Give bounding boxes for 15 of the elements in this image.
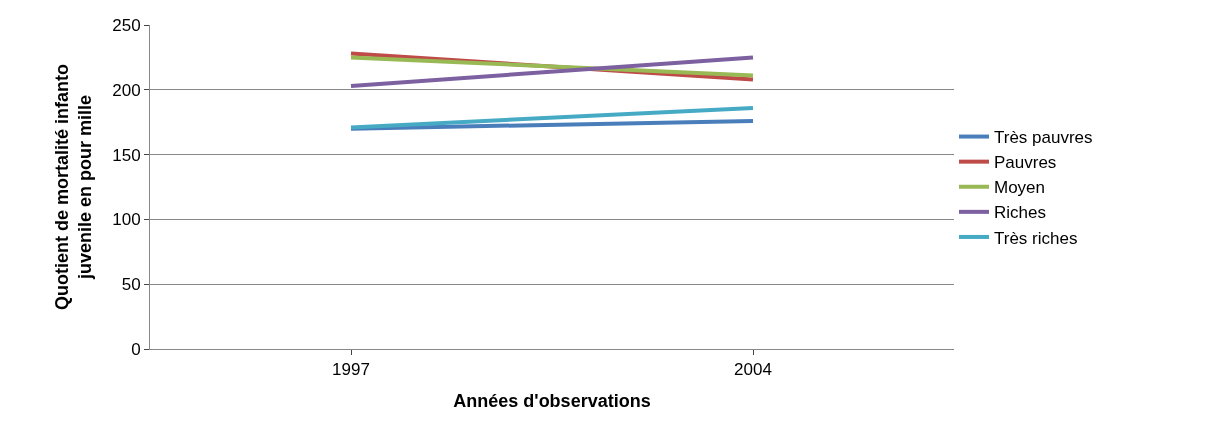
y-tick-label: 100: [112, 210, 141, 230]
y-tick-label: 250: [112, 15, 141, 35]
x-axis-title: Années d'observations: [453, 390, 651, 411]
legend-label: Pauvres: [994, 153, 1057, 173]
y-tick-label: 50: [121, 275, 141, 295]
legend-label: Riches: [994, 203, 1046, 223]
y-axis-title: Quotient de mortalité infanto juvenile en pour mille: [52, 64, 96, 310]
x-tick-label: 2004: [734, 360, 772, 380]
x-tick-label: 1997: [332, 360, 370, 380]
legend-label: Très riches: [994, 228, 1078, 248]
legend-label: Moyen: [994, 178, 1046, 198]
y-tick-label: 200: [112, 80, 141, 100]
y-tick-label: 150: [112, 145, 141, 165]
y-tick-label: 0: [131, 339, 141, 359]
legend-label: Très pauvres: [994, 128, 1093, 148]
